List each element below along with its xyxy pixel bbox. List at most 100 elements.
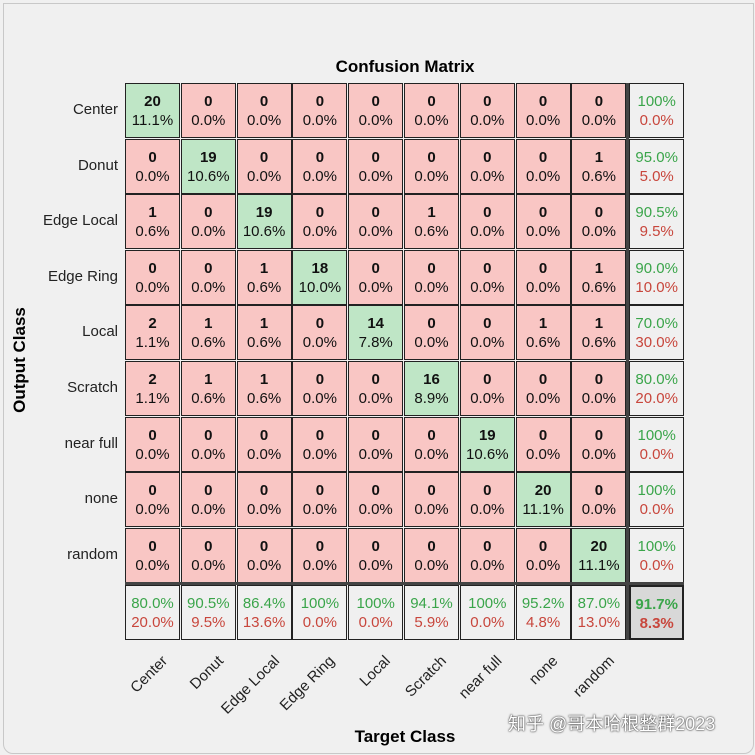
matrix-cell: 0 0.0% — [180, 416, 236, 472]
matrix-cell: 0 0.0% — [236, 472, 292, 528]
cell-text: 0.0% — [581, 112, 616, 129]
cell-text: 100% — [468, 595, 507, 613]
row-label: Center — [72, 101, 118, 118]
matrix-cell: 0 0.0% — [125, 527, 180, 583]
matrix-cell: 0 0.0% — [571, 194, 627, 250]
cell-text: 0.6% — [581, 167, 616, 185]
matrix-cell: 1 0.6% — [236, 249, 292, 305]
cell-text: 0.0% — [358, 278, 393, 296]
cell-text: 0.0% — [302, 112, 337, 129]
cell-text: 100% — [637, 537, 676, 555]
column-summary-cell: 95.2% 4.8% — [515, 585, 571, 641]
cell-text: 0.0% — [246, 445, 282, 463]
cell-text: 0.0% — [191, 278, 226, 296]
cell-text: 10.6% — [187, 167, 230, 185]
row-label: Edge Ring — [47, 267, 118, 285]
cell-text: 0 — [204, 93, 213, 110]
cell-text: 0.0% — [135, 445, 170, 463]
cell-text: 5.0% — [639, 167, 674, 185]
cell-text: 0 — [259, 482, 269, 500]
cell-text: 0 — [148, 537, 157, 555]
column-summary-cell: 94.1% 5.9% — [404, 585, 459, 641]
chart-title: Confusion Matrix — [335, 57, 475, 76]
matrix-cell: 0 0.0% — [515, 83, 571, 138]
row-label: random — [67, 545, 118, 563]
watermark: 知乎 @哥本哈根整群2023 — [508, 714, 716, 734]
cell-text: 0 — [427, 482, 436, 500]
matrix-cell: 0 0.0% — [404, 416, 459, 472]
cell-text: 2 — [148, 315, 157, 333]
cell-text: 20 — [590, 537, 608, 555]
cell-text: 0.0% — [191, 445, 226, 463]
cell-text: 0 — [371, 259, 380, 277]
row-summary-cell: 70.0% 30.0% — [629, 305, 685, 361]
cell-text: 10.0% — [635, 278, 678, 296]
cell-text: 1 — [594, 315, 604, 333]
cell-text: 0 — [427, 148, 436, 166]
matrix-cell: 0 0.0% — [459, 194, 515, 250]
matrix-cell: 0 0.0% — [180, 472, 236, 528]
matrix-cell: 0 0.0% — [404, 527, 459, 583]
cell-text: 0.0% — [302, 556, 337, 574]
matrix-cell: 0 0.0% — [292, 83, 348, 138]
cell-text: 0.0% — [581, 501, 616, 519]
cell-text: 0 — [594, 371, 604, 388]
cell-text: 20.0% — [131, 614, 174, 632]
cell-text: 70.0% — [635, 315, 678, 333]
cell-text: 80.0% — [635, 371, 678, 388]
cell-text: 0 — [148, 482, 157, 500]
row-label: Edge Local — [42, 212, 118, 230]
cell-text: 5.9% — [414, 614, 449, 632]
cell-text: 0.0% — [470, 223, 505, 241]
cell-text: 1 — [148, 204, 157, 222]
row-label: Local — [82, 323, 118, 341]
matrix-cell: 0 0.0% — [125, 472, 180, 528]
cell-text: 0 — [538, 148, 548, 166]
cell-text: 1 — [594, 259, 604, 277]
matrix-cell: 0 0.0% — [459, 527, 515, 583]
cell-text: 95.0% — [635, 148, 678, 166]
overall-accuracy-cell: 91.7% 8.3% — [629, 585, 685, 641]
cell-text: 0 — [538, 371, 548, 388]
cell-text: 0 — [204, 482, 213, 500]
matrix-cell: 0 0.0% — [404, 138, 459, 194]
cell-text: 0.0% — [358, 501, 393, 519]
x-axis-label: Target Class — [354, 727, 456, 746]
matrix-cell: 1 0.6% — [180, 305, 236, 361]
cell-text: 1.1% — [135, 334, 170, 352]
cell-text: 0.0% — [414, 112, 449, 129]
matrix-cell: 0 0.0% — [292, 305, 348, 361]
cell-text: 20 — [144, 93, 161, 110]
matrix-cell: 0 0.0% — [348, 416, 404, 472]
cell-text: 0 — [148, 259, 157, 277]
cell-text: 4.8% — [525, 614, 561, 632]
cell-text: 8.9% — [414, 390, 449, 407]
cell-text: 0 — [371, 204, 380, 222]
cell-text: 0 — [371, 482, 380, 500]
matrix-cell: 0 0.0% — [125, 249, 180, 305]
matrix-cell: 0 0.0% — [515, 138, 571, 194]
matrix-cell: 0 0.0% — [292, 138, 348, 194]
cell-text: 8.3% — [639, 615, 674, 633]
cell-text: 0.0% — [525, 112, 561, 129]
cell-text: 1 — [204, 371, 213, 388]
cell-text: 0.0% — [414, 278, 449, 296]
separator-vertical — [626, 83, 630, 641]
cell-text: 0 — [371, 371, 380, 388]
cell-text: 0.6% — [581, 278, 616, 296]
cell-text: 0 — [483, 259, 492, 277]
cell-text: 0 — [315, 315, 325, 333]
matrix-cell: 0 0.0% — [404, 305, 459, 361]
cell-text: 1.1% — [135, 390, 170, 407]
cell-text: 19 — [199, 148, 217, 166]
cell-text: 0.0% — [470, 556, 505, 574]
cell-text: 0.6% — [191, 334, 226, 352]
matrix-cell: 20 11.1% — [125, 83, 180, 138]
row-label: near full — [64, 434, 118, 452]
cell-text: 100% — [637, 426, 676, 444]
cell-text: 0.0% — [525, 390, 561, 407]
column-summary-cell: 86.4% 13.6% — [236, 585, 292, 641]
cell-text: 0 — [371, 426, 380, 444]
cell-text: 19 — [255, 204, 273, 222]
cell-text: 0.0% — [191, 501, 226, 519]
